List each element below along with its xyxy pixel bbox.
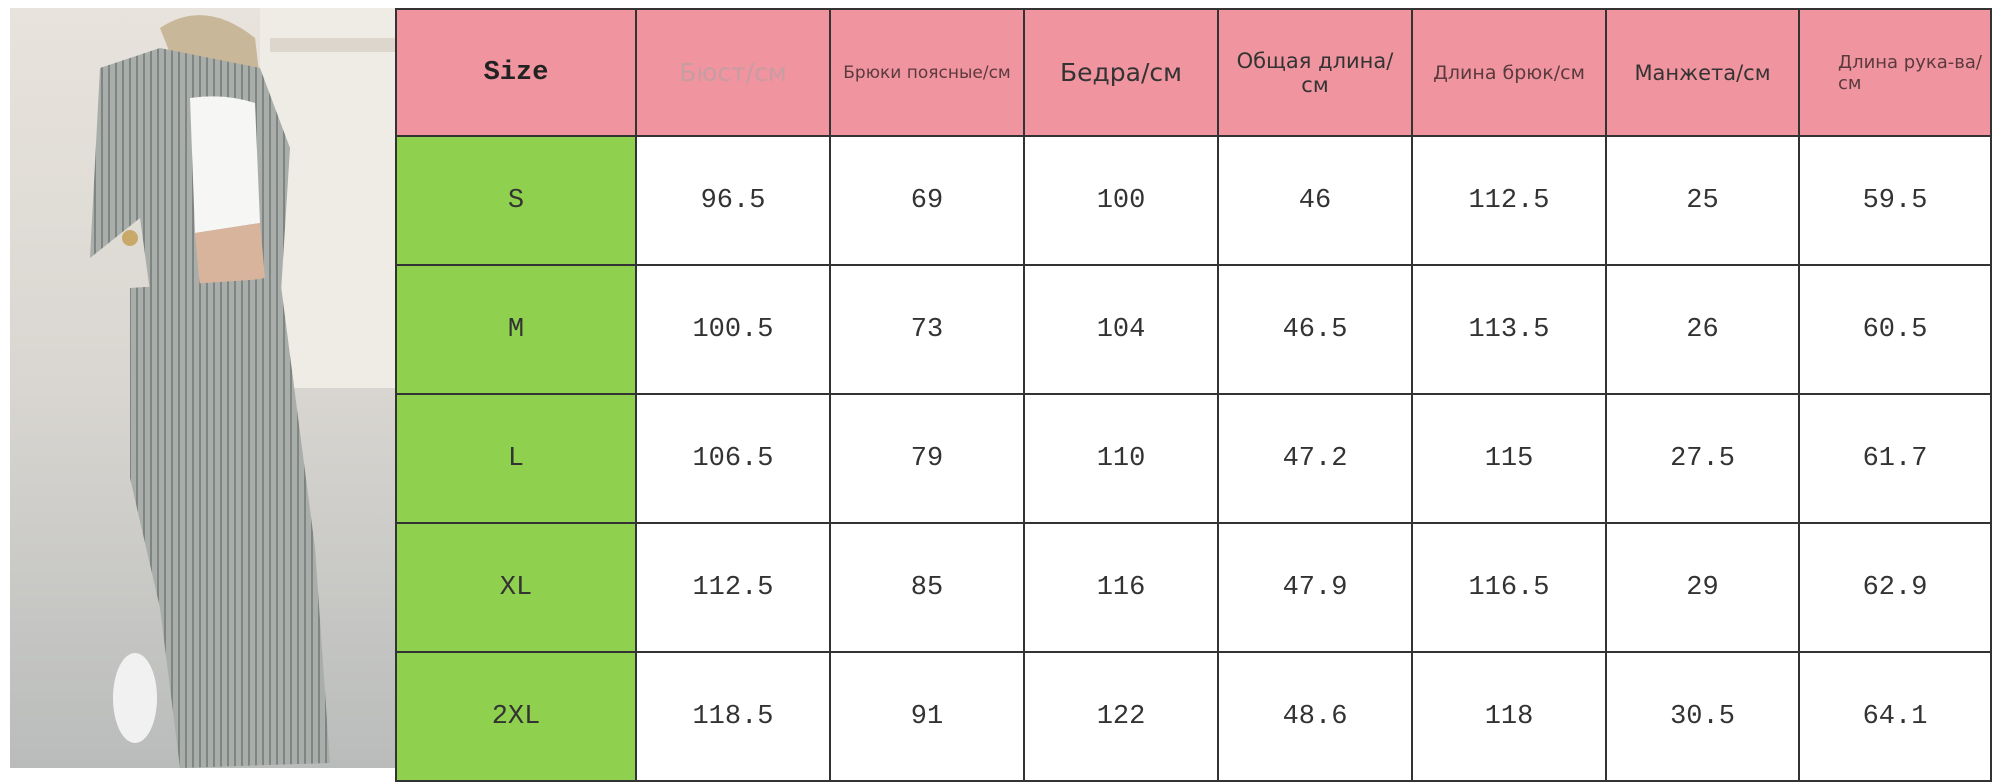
measure-cell: 64.1 [1798, 651, 1992, 782]
header-cell: Длина брюк/см [1411, 8, 1607, 137]
header-row: Size Бюст/см Брюки поясные/см Бедра/см Общая… [395, 8, 1992, 137]
measure-cell: 96.5 [635, 135, 831, 266]
measure-cell: 118 [1411, 651, 1607, 782]
size-cell: 2XL [395, 651, 637, 782]
measure-cell: 47.9 [1217, 522, 1413, 653]
header-cell: Общая длина/см [1217, 8, 1413, 137]
measure-cell: 59.5 [1798, 135, 1992, 266]
measure-cell: 26 [1605, 264, 1800, 395]
size-cell: S [395, 135, 637, 266]
measure-cell: 46.5 [1217, 264, 1413, 395]
measure-cell: 113.5 [1411, 264, 1607, 395]
measure-cell: 100.5 [635, 264, 831, 395]
size-table: Size Бюст/см Брюки поясные/см Бедра/см Общая… [395, 8, 1992, 782]
measure-cell: 69 [829, 135, 1025, 266]
measure-cell: 29 [1605, 522, 1800, 653]
measure-cell: 106.5 [635, 393, 831, 524]
size-cell: XL [395, 522, 637, 653]
measure-cell: 118.5 [635, 651, 831, 782]
measure-cell: 100 [1023, 135, 1219, 266]
measure-cell: 116 [1023, 522, 1219, 653]
measure-cell: 112.5 [1411, 135, 1607, 266]
measure-cell: 115 [1411, 393, 1607, 524]
table-row: XL 112.5 85 116 47.9 116.5 29 62.9 [395, 522, 1992, 653]
measure-cell: 25 [1605, 135, 1800, 266]
measure-cell: 79 [829, 393, 1025, 524]
table-row: S 96.5 69 100 46 112.5 25 59.5 [395, 135, 1992, 266]
measure-cell: 122 [1023, 651, 1219, 782]
measure-cell: 62.9 [1798, 522, 1992, 653]
measure-cell: 27.5 [1605, 393, 1800, 524]
size-cell: M [395, 264, 637, 395]
measure-cell: 46 [1217, 135, 1413, 266]
measure-cell: 73 [829, 264, 1025, 395]
table-body: S 96.5 69 100 46 112.5 25 59.5 M 100.5 73 104 46.5 11… [395, 135, 1992, 782]
measure-cell: 112.5 [635, 522, 831, 653]
measure-cell: 85 [829, 522, 1025, 653]
header-cell: Длина рука-ва/см [1798, 8, 1992, 137]
measure-cell: 104 [1023, 264, 1219, 395]
measure-cell: 60.5 [1798, 264, 1992, 395]
table-row: M 100.5 73 104 46.5 113.5 26 60.5 [395, 264, 1992, 395]
measure-cell: 30.5 [1605, 651, 1800, 782]
measure-cell: 91 [829, 651, 1025, 782]
measure-cell: 110 [1023, 393, 1219, 524]
header-cell: Бюст/см [635, 8, 831, 137]
measure-cell: 47.2 [1217, 393, 1413, 524]
header-cell: Манжета/см [1605, 8, 1800, 137]
measure-cell: 116.5 [1411, 522, 1607, 653]
header-cell: Size [395, 8, 637, 137]
product-photo [10, 8, 395, 768]
header-cell: Бедра/см [1023, 8, 1219, 137]
table-row: 2XL 118.5 91 122 48.6 118 30.5 64.1 [395, 651, 1992, 782]
table-row: L 106.5 79 110 47.2 115 27.5 61.7 [395, 393, 1992, 524]
measure-cell: 48.6 [1217, 651, 1413, 782]
size-cell: L [395, 393, 637, 524]
header-cell: Брюки поясные/см [829, 8, 1025, 137]
measure-cell: 61.7 [1798, 393, 1992, 524]
